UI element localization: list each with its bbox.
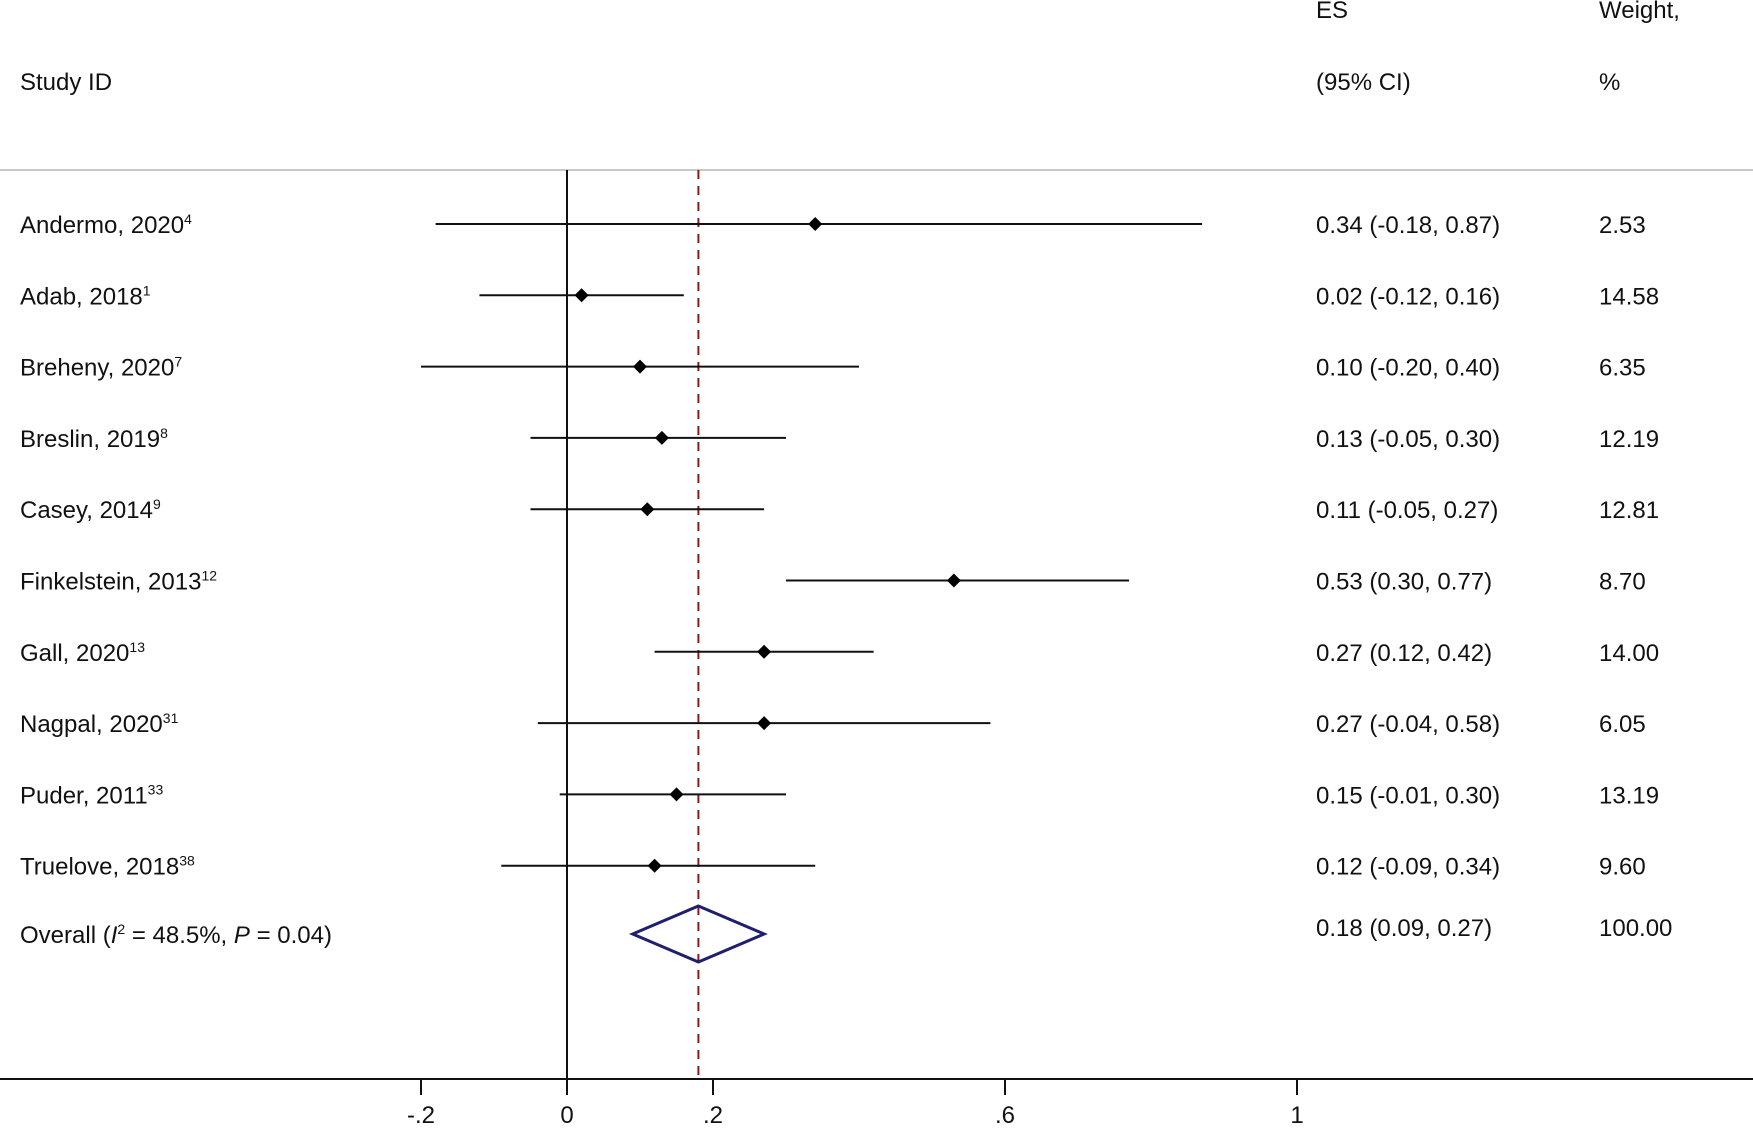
study-rows: Andermo, 20204 0.34 (-0.18, 0.87) 2.53 Adab… bbox=[20, 211, 1659, 881]
study-label: Casey, 20149 bbox=[20, 496, 161, 524]
x-tick-label: .2 bbox=[703, 1102, 723, 1129]
x-tick-label: 1 bbox=[1290, 1102, 1303, 1129]
ci-header: (95% CI) bbox=[1316, 69, 1411, 96]
es-ci-value: 0.53 (0.30, 0.77) bbox=[1316, 569, 1492, 596]
es-ci-value: 0.13 (-0.05, 0.30) bbox=[1316, 426, 1500, 453]
study-label: Puder, 201133 bbox=[20, 781, 163, 809]
point-estimate-marker bbox=[946, 573, 961, 588]
es-ci-value: 0.15 (-0.01, 0.30) bbox=[1316, 782, 1500, 809]
weight-header: Weight, bbox=[1599, 0, 1680, 24]
weight-value: 8.70 bbox=[1599, 569, 1646, 596]
point-estimate-marker bbox=[654, 430, 669, 445]
point-estimate-marker bbox=[647, 858, 662, 873]
point-estimate-marker bbox=[633, 359, 647, 374]
weight-value: 2.53 bbox=[1599, 212, 1646, 239]
overall-label: Overall (I2 = 48.5%, P = 0.04) bbox=[20, 921, 332, 949]
overall-row: Overall (I2 = 48.5%, P = 0.04) 0.18 (0.09… bbox=[20, 904, 1672, 964]
study-label: Gall, 202013 bbox=[20, 639, 145, 667]
overall-diamond bbox=[628, 904, 768, 964]
point-estimate-marker bbox=[669, 787, 684, 802]
study-id-header: Study ID bbox=[20, 69, 112, 96]
es-ci-value: 0.11 (-0.05, 0.27) bbox=[1316, 497, 1498, 524]
study-label: Andermo, 20204 bbox=[20, 211, 192, 239]
es-header: ES bbox=[1316, 0, 1348, 24]
weight-value: 12.19 bbox=[1599, 426, 1659, 453]
es-ci-value: 0.12 (-0.09, 0.34) bbox=[1316, 854, 1500, 881]
overall-weight-value: 100.00 bbox=[1599, 915, 1672, 942]
weight-value: 6.35 bbox=[1599, 355, 1646, 382]
point-estimate-marker bbox=[808, 217, 823, 231]
study-label: Finkelstein, 201312 bbox=[20, 568, 217, 596]
study-label: Breslin, 20198 bbox=[20, 425, 168, 453]
x-tick-label: -.2 bbox=[407, 1102, 435, 1129]
study-label: Truelove, 201838 bbox=[20, 853, 195, 881]
weight-value: 14.58 bbox=[1599, 283, 1659, 310]
weight-value: 9.60 bbox=[1599, 854, 1646, 881]
weight-value: 13.19 bbox=[1599, 782, 1659, 809]
study-label: Breheny, 20207 bbox=[20, 354, 182, 382]
es-ci-value: 0.27 (-0.04, 0.58) bbox=[1316, 711, 1500, 738]
study-label: Nagpal, 202031 bbox=[20, 710, 179, 738]
overall-es-ci-value: 0.18 (0.09, 0.27) bbox=[1316, 915, 1492, 942]
point-estimate-marker bbox=[640, 502, 655, 517]
es-ci-value: 0.02 (-0.12, 0.16) bbox=[1316, 283, 1500, 310]
point-estimate-marker bbox=[757, 716, 772, 731]
es-ci-value: 0.27 (0.12, 0.42) bbox=[1316, 640, 1492, 667]
x-tick-label: .6 bbox=[995, 1102, 1015, 1129]
weight-value: 6.05 bbox=[1599, 711, 1646, 738]
x-axis: -.2 0 .2 .6 1 bbox=[0, 1078, 1753, 1129]
reference-lines bbox=[566, 170, 700, 1079]
weight-unit-header: % bbox=[1599, 69, 1620, 96]
x-tick-label: 0 bbox=[560, 1102, 573, 1129]
weight-value: 12.81 bbox=[1599, 497, 1659, 524]
study-label: Adab, 20181 bbox=[20, 282, 151, 310]
es-ci-value: 0.34 (-0.18, 0.87) bbox=[1316, 212, 1500, 239]
point-estimate-marker bbox=[757, 644, 772, 659]
point-estimate-marker bbox=[574, 288, 589, 303]
es-ci-value: 0.10 (-0.20, 0.40) bbox=[1316, 355, 1500, 382]
weight-value: 14.00 bbox=[1599, 640, 1659, 667]
